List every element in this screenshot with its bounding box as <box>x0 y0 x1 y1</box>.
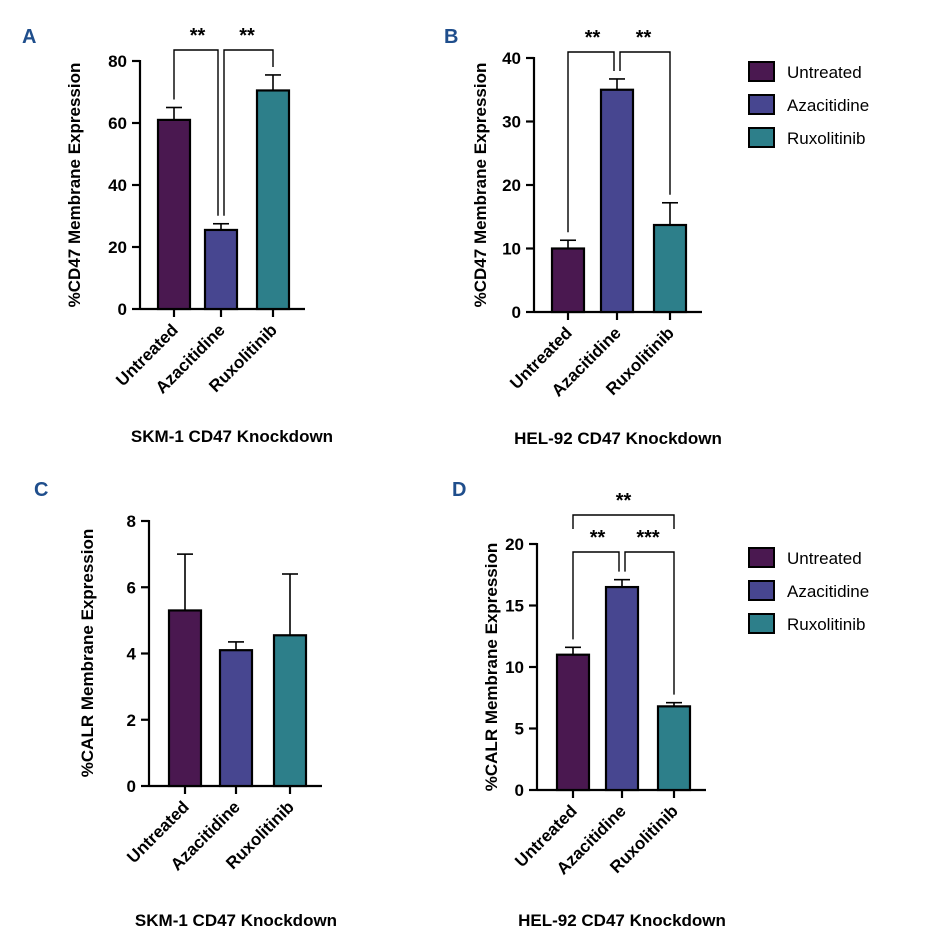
y-tick-label: 15 <box>505 597 524 616</box>
y-tick-label: 20 <box>108 238 127 257</box>
significance-bracket <box>572 514 675 529</box>
y-tick-label: 10 <box>502 240 521 259</box>
significance-label: ** <box>636 27 652 49</box>
bar-azacitidine <box>203 228 239 311</box>
chart-title: HEL-92 CD47 Knockdown <box>514 429 722 448</box>
y-tick-label: 60 <box>108 114 127 133</box>
y-tick-label: 5 <box>515 720 524 739</box>
significance-label: *** <box>636 527 660 549</box>
y-axis-label: %CALR Membrane Expression <box>78 529 97 777</box>
chart-title: SKM-1 CD47 Knockdown <box>135 911 337 930</box>
chart-title: SKM-1 CD47 Knockdown <box>131 427 333 446</box>
legend-swatch-untreated <box>748 61 775 82</box>
y-tick-label: 0 <box>515 781 524 800</box>
significance-bracket <box>624 551 675 695</box>
significance-label: ** <box>616 490 632 512</box>
y-tick-label: 20 <box>505 535 524 554</box>
bar-ruxolitinib <box>272 634 308 788</box>
significance-bracket <box>223 49 274 216</box>
legend-swatch-untreated <box>748 547 775 568</box>
y-tick-label: 80 <box>108 52 127 71</box>
y-tick-label: 8 <box>127 512 136 531</box>
significance-label: ** <box>190 25 206 47</box>
y-axis-label: %CALR Membrane Expression <box>482 543 501 791</box>
y-tick-label: 0 <box>127 777 136 796</box>
bar-untreated <box>167 609 203 788</box>
legend-label: Untreated <box>787 63 862 82</box>
panel-letter: C <box>34 479 48 501</box>
legend-swatch-azacitidine <box>748 580 775 601</box>
y-tick-label: 40 <box>502 49 521 68</box>
chart-title: HEL-92 CD47 Knockdown <box>518 911 726 930</box>
y-tick-label: 20 <box>502 176 521 195</box>
significance-bracket <box>567 51 615 233</box>
legend-swatch-ruxolitinib <box>748 613 775 634</box>
legend-label: Azacitidine <box>787 582 869 601</box>
bar-ruxolitinib <box>255 89 291 311</box>
bar-untreated <box>550 247 586 314</box>
y-tick-label: 2 <box>127 711 136 730</box>
y-tick-label: 40 <box>108 176 127 195</box>
chart-panel-d: D05101520UntreatedAzacitidineRuxolitinib… <box>452 479 726 930</box>
bar-azacitidine <box>604 585 640 792</box>
significance-label: ** <box>590 527 606 549</box>
significance-bracket <box>619 51 671 195</box>
legend-label: Ruxolitinib <box>787 615 865 634</box>
y-tick-label: 0 <box>512 303 521 322</box>
bar-azacitidine <box>218 649 254 788</box>
y-axis-label: %CD47 Membrane Expression <box>65 63 84 308</box>
legend-label: Untreated <box>787 549 862 568</box>
y-tick-label: 30 <box>502 113 521 132</box>
y-tick-label: 6 <box>127 578 136 597</box>
chart-panel-b: B010203040UntreatedAzacitidineRuxolitini… <box>444 26 722 448</box>
legend-panel-d: Untreated Azacitidine Ruxolitinib <box>748 547 869 634</box>
legend-label: Azacitidine <box>787 96 869 115</box>
chart-panel-a: A020406080UntreatedAzacitidineRuxolitini… <box>22 25 333 446</box>
bar-ruxolitinib <box>652 223 688 314</box>
significance-bracket <box>572 551 620 640</box>
y-tick-label: 10 <box>505 658 524 677</box>
panel-letter: D <box>452 479 466 501</box>
legend-swatch-azacitidine <box>748 94 775 115</box>
bar-ruxolitinib <box>656 705 692 792</box>
y-tick-label: 0 <box>118 300 127 319</box>
significance-label: ** <box>239 25 255 47</box>
bar-azacitidine <box>599 88 635 314</box>
bar-untreated <box>555 653 591 792</box>
chart-panel-c: C02468UntreatedAzacitidineRuxolitinib%CA… <box>34 479 337 930</box>
bar-untreated <box>156 118 192 311</box>
panel-letter: A <box>22 26 36 48</box>
y-tick-label: 4 <box>127 645 137 664</box>
panel-letter: B <box>444 26 458 48</box>
significance-label: ** <box>585 27 601 49</box>
legend-label: Ruxolitinib <box>787 129 865 148</box>
legend-panel-b: Untreated Azacitidine Ruxolitinib <box>748 61 869 148</box>
legend-swatch-ruxolitinib <box>748 127 775 148</box>
y-axis-label: %CD47 Membrane Expression <box>471 63 490 308</box>
significance-bracket <box>173 49 219 216</box>
